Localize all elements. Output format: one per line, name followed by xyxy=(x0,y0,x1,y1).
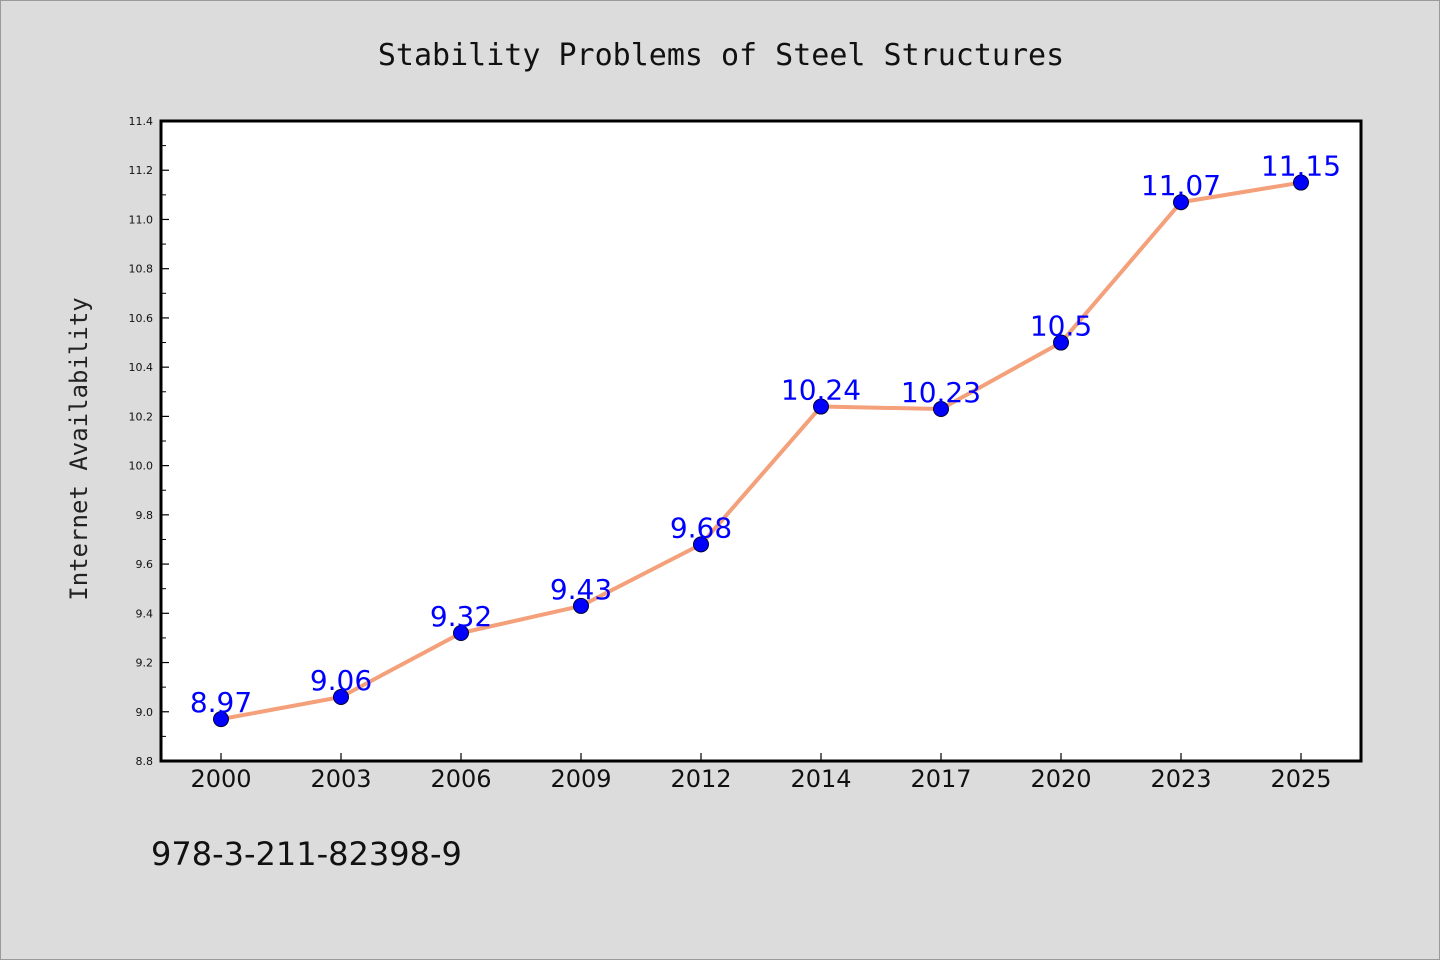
x-axis-ticks: 2000 2003 2006 2009 2012 2014 2017 2020 2023 2025 xyxy=(190,753,1332,793)
data-point-label: 11.15 xyxy=(1261,150,1341,183)
data-point xyxy=(213,711,229,728)
x-tick-label: 2000 xyxy=(190,765,251,793)
y-tick-label: 10.2 xyxy=(129,410,154,423)
data-point xyxy=(933,401,949,417)
series-line-group xyxy=(219,180,1303,722)
data-point xyxy=(813,398,829,415)
x-tick-label: 2012 xyxy=(670,765,731,793)
data-point-label: 10.24 xyxy=(781,374,861,407)
y-tick-label: 9.8 xyxy=(136,509,154,522)
y-tick-label: 11.4 xyxy=(129,115,154,128)
x-tick-label: 2009 xyxy=(550,765,611,793)
y-tick-label: 11.0 xyxy=(129,213,154,226)
x-tick-label: 2020 xyxy=(1030,765,1091,793)
data-point xyxy=(573,597,589,614)
data-point-label: 10.5 xyxy=(1030,310,1092,343)
data-labels: 8.97 9.06 9.32 9.43 9.68 10.24 10.23 10.5 11.07 1… xyxy=(190,150,1341,720)
data-point xyxy=(333,689,349,705)
y-tick-label: 10.6 xyxy=(129,312,154,325)
data-point xyxy=(1173,194,1189,211)
y-axis-label: Internet Availability xyxy=(65,297,93,600)
y-tick-label: 10.8 xyxy=(129,263,154,276)
x-tick-label: 2023 xyxy=(1150,765,1211,793)
data-point xyxy=(693,536,709,553)
y-tick-label: 9.2 xyxy=(136,657,154,670)
y-tick-label: 9.4 xyxy=(136,607,154,620)
data-point xyxy=(1293,174,1309,191)
data-point xyxy=(1053,334,1069,351)
y-tick-label: 11.2 xyxy=(129,164,154,177)
y-tick-label: 8.8 xyxy=(136,755,154,768)
y-tick-label: 10.4 xyxy=(129,361,154,374)
y-tick-label: 9.6 xyxy=(136,558,154,571)
y-axis-ticks: 8.8 9.0 9.2 9.4 9.6 9.8 10.0 10.2 10.4 10.6 10.8 11… xyxy=(129,115,169,768)
data-point-label: 9.06 xyxy=(310,664,372,697)
series-line xyxy=(219,180,1303,722)
x-tick-label: 2003 xyxy=(310,765,371,793)
y-tick-label: 10.0 xyxy=(129,460,154,473)
data-point-label: 9.32 xyxy=(430,600,492,633)
data-point-label: 11.07 xyxy=(1141,169,1221,202)
data-point-label: 9.43 xyxy=(550,573,612,606)
data-point-label: 10.23 xyxy=(901,376,981,409)
x-tick-label: 2025 xyxy=(1270,765,1331,793)
chart-title: Stability Problems of Steel Structures xyxy=(378,38,1064,73)
x-tick-label: 2017 xyxy=(910,765,971,793)
data-point-label: 9.68 xyxy=(670,511,732,544)
x-tick-label: 2006 xyxy=(430,765,491,793)
data-point-label: 8.97 xyxy=(190,686,252,719)
y-tick-label: 9.0 xyxy=(136,706,154,719)
data-point xyxy=(453,625,469,641)
x-tick-label: 2014 xyxy=(790,765,851,793)
isbn-text: 978-3-211-82398-9 xyxy=(151,835,462,873)
series-markers xyxy=(213,174,1309,728)
